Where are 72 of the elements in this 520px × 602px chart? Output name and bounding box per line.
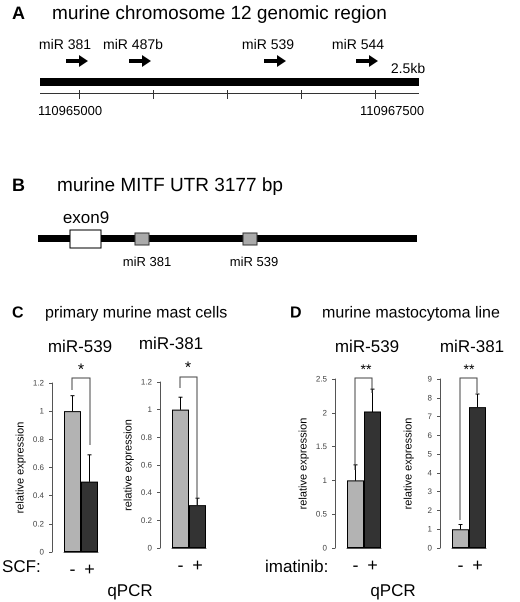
- text: murine mastocytoma line: [322, 304, 500, 322]
- x-tick-label: -: [178, 555, 184, 575]
- x-tick-label: -: [352, 555, 358, 575]
- text: *: [184, 360, 192, 376]
- x-tick-label: +: [84, 559, 95, 579]
- text: miR 381: [122, 254, 172, 269]
- text: B: [12, 175, 25, 195]
- text: qPCR: [107, 581, 153, 600]
- y-tick-label: 0.8: [140, 432, 153, 442]
- x-tick-label: -: [70, 559, 76, 579]
- text: miR 544: [332, 36, 384, 52]
- text: 2.5kb: [390, 60, 426, 76]
- y-tick-label: 0.4: [140, 488, 153, 498]
- text: **: [464, 361, 475, 377]
- y-tick-label: 0.2: [140, 516, 153, 525]
- y-tick-label: 0: [428, 544, 433, 552]
- x-tick-label: -: [458, 555, 464, 575]
- text: A: [12, 3, 25, 23]
- y-axis-title: relative expression: [122, 419, 134, 511]
- y-tick-label: 1.5: [316, 442, 328, 452]
- y-tick-label: 3: [428, 487, 433, 496]
- text: murine chromosome 12 genomic region: [52, 3, 387, 24]
- y-tick-label: 0: [322, 544, 328, 552]
- text: miR 381: [38, 36, 92, 52]
- x-tick-label: +: [367, 555, 378, 575]
- text: **: [360, 361, 372, 377]
- text: 110965000: [38, 103, 102, 118]
- y-tick-label: 0.6: [32, 463, 45, 472]
- y-tick-label: 4: [428, 468, 433, 478]
- y-tick-label: 2.5: [316, 374, 328, 384]
- text: miR 539: [242, 36, 294, 52]
- y-tick-label: 9: [428, 374, 433, 384]
- x-tick-label: +: [192, 555, 203, 575]
- y-tick-label: 1.2: [32, 378, 45, 388]
- chart-title: miR-539: [334, 337, 400, 356]
- y-tick-label: 0.5: [316, 510, 328, 519]
- y-tick-label: 1.2: [140, 378, 153, 386]
- y-tick-label: 0.4: [32, 491, 45, 500]
- text: SCF:: [2, 557, 41, 576]
- text: miR 539: [230, 254, 278, 269]
- y-axis-title: relative expression: [402, 418, 414, 510]
- chart-title: miR-539: [48, 337, 112, 356]
- y-tick-label: 8: [428, 393, 433, 402]
- y-tick-label: 1: [428, 524, 433, 534]
- y-tick-label: 1: [322, 476, 328, 485]
- text: exon9: [62, 208, 110, 227]
- chart-title: miR-381: [138, 334, 204, 353]
- y-tick-label: 5: [428, 450, 433, 459]
- y-tick-label: 2: [428, 506, 433, 515]
- text: primary murine mast cells: [45, 304, 228, 322]
- y-tick-label: 1: [148, 405, 153, 414]
- chart-title: miR-381: [440, 337, 504, 356]
- text: C: [12, 304, 24, 322]
- text: 110967500: [360, 103, 424, 118]
- y-tick-label: 0: [148, 544, 153, 552]
- y-tick-label: 6: [428, 430, 433, 440]
- y-tick-label: 0.8: [32, 434, 45, 444]
- y-tick-label: 7: [428, 412, 433, 422]
- text: qPCR: [370, 581, 416, 600]
- x-tick-label: +: [472, 555, 483, 575]
- text: murine MITF UTR 3177 bp: [57, 175, 283, 196]
- y-tick-label: 0.6: [140, 460, 153, 470]
- y-axis-title: relative expression: [298, 418, 310, 510]
- y-tick-label: 0: [40, 548, 45, 556]
- text: *: [78, 362, 84, 378]
- text: imatinib:: [265, 557, 328, 576]
- text: miR 487b: [103, 36, 164, 52]
- text: D: [290, 304, 302, 322]
- y-tick-label: 2: [322, 408, 328, 418]
- y-tick-label: 0.2: [32, 519, 45, 528]
- y-axis-title: relative expression: [14, 422, 26, 514]
- y-tick-label: 1: [40, 406, 45, 416]
